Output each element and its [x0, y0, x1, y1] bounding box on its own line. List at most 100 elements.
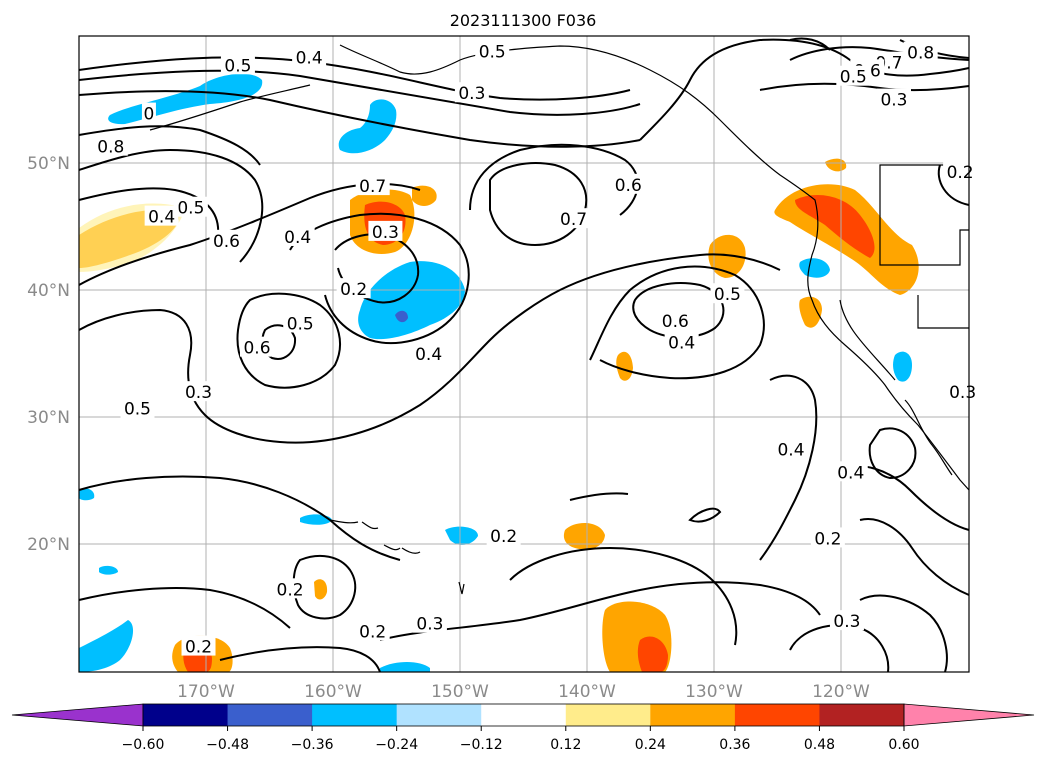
contour-label: 0: [144, 105, 155, 125]
contour-label-background: [144, 205, 179, 226]
colorbar-tick-label: −0.12: [460, 737, 503, 753]
negative-area: [99, 565, 118, 575]
negative-area: [338, 99, 397, 154]
contour-label: 0.4: [296, 49, 323, 69]
negative-area: [79, 620, 134, 672]
contour-label-background: [240, 336, 274, 357]
contour-label: 0.2: [947, 163, 974, 183]
latitude-axis: 50°N 40°N 30°N 20°N: [27, 154, 70, 555]
colorbar-segment: [143, 704, 229, 726]
contour-label: 0.3: [833, 612, 860, 632]
contour-label-background: [355, 620, 390, 641]
contour-label: 0.5: [287, 314, 314, 334]
contour-label: 0.5: [840, 68, 867, 88]
colorbar-outline: [142, 703, 905, 727]
colorbar-segment: [481, 704, 567, 726]
contour-label-background: [774, 438, 808, 459]
contour-label: 0.6: [662, 312, 689, 332]
lon-tick-label: 170°W: [177, 682, 235, 702]
contour-label: 0.2: [490, 527, 517, 547]
lat-tick-label: 30°N: [27, 408, 70, 428]
contour-label: 0.8: [907, 44, 934, 64]
lat-tick-label: 50°N: [27, 154, 70, 174]
lon-tick-label: 160°W: [304, 682, 362, 702]
contour-label-background: [486, 524, 521, 545]
contour-label-background: [120, 397, 155, 418]
contour-label-background: [658, 309, 693, 330]
contour-label: 0.4: [148, 208, 175, 228]
lon-tick-label: 140°W: [558, 682, 616, 702]
colorbar-tick-label: 0.60: [888, 737, 919, 753]
contour-label: 0.3: [372, 223, 399, 243]
contour-label-background: [93, 135, 128, 156]
colorbar-segment: [819, 704, 905, 726]
negative-area: [395, 310, 408, 323]
chart-title: 2023111300 F036: [450, 11, 597, 30]
colorbar-tick-label: −0.24: [375, 737, 418, 753]
contour-label: 0.7: [560, 210, 587, 230]
contour-label: 0.3: [185, 383, 212, 403]
contour-label-background: [283, 312, 318, 333]
contour-label-layer: 0.5 0.4 0.50.300.80.50.40.6 0.40.70.30.20.5…: [93, 40, 980, 658]
colorbar-segment: [734, 704, 820, 726]
contour-label: 0.6: [243, 339, 270, 359]
positive-area: [799, 296, 822, 328]
contour-label: 0.5: [177, 199, 204, 219]
contour-label: 0.2: [359, 622, 386, 642]
contour-label: 0.3: [949, 383, 976, 403]
lat-tick-label: 20°N: [27, 535, 70, 555]
contour-label-background: [556, 208, 591, 229]
contour-label-background: [368, 220, 403, 241]
contour-label-background: [273, 578, 308, 599]
negative-area: [799, 258, 830, 278]
contour-label-background: [181, 381, 216, 402]
colorbar-extend-right: [903, 703, 1035, 727]
colorbar-segment: [650, 704, 736, 726]
contour-label-background: [411, 343, 446, 363]
contour-label: 0.5: [714, 285, 741, 305]
contour-label: 0.3: [416, 615, 443, 635]
contour-label-background: [611, 173, 646, 194]
contour-label: 0.4: [668, 334, 695, 354]
contour-label-background: [454, 82, 489, 103]
contour-label: 0.2: [814, 529, 841, 549]
contour-label: 0.2: [277, 580, 304, 600]
negative-area: [445, 526, 478, 545]
contour-label-background: [836, 65, 871, 86]
contour-label: 0.2: [340, 280, 367, 300]
negative-area: [79, 488, 95, 501]
contour-label-background: [710, 283, 745, 304]
contour-label: 0.2: [185, 638, 212, 658]
negative-area: [358, 261, 465, 340]
coastlines: [149, 44, 970, 595]
contour-label: 0.4: [837, 463, 864, 483]
contour-label-background: [829, 610, 864, 631]
colorbar-tick-label: −0.60: [122, 737, 165, 753]
colorbar-tick-label: 0.12: [550, 737, 581, 753]
lon-tick-label: 120°W: [812, 682, 870, 702]
contour-label: 0.7: [359, 177, 386, 197]
contour-label-background: [876, 88, 911, 109]
contour-label-background: [173, 196, 208, 217]
colorbar-tick-label: −0.36: [291, 737, 334, 753]
colorbar-segment: [565, 704, 651, 726]
contour-label-background: [141, 102, 156, 123]
negative-area: [893, 351, 912, 382]
contour-label: 0.4: [777, 440, 804, 460]
contour-label: 0.4: [415, 345, 442, 365]
contour-label: 0.3: [458, 84, 485, 104]
map-frame: [78, 35, 970, 673]
contour-label-background: [292, 46, 327, 67]
positive-area: [795, 195, 875, 258]
colorbar-extend-left: [11, 703, 144, 727]
positive-area: [412, 185, 437, 206]
contour-label: 0.4: [284, 228, 311, 248]
lat-tick-label: 40°N: [27, 281, 70, 301]
colorbar-segment: [396, 704, 482, 726]
contour-label: 0.6: [615, 176, 642, 196]
contour-label-background: [336, 278, 371, 299]
positive-area: [708, 234, 746, 278]
colorbar-segment: [227, 704, 313, 726]
contour-label: 0.3: [880, 91, 907, 111]
